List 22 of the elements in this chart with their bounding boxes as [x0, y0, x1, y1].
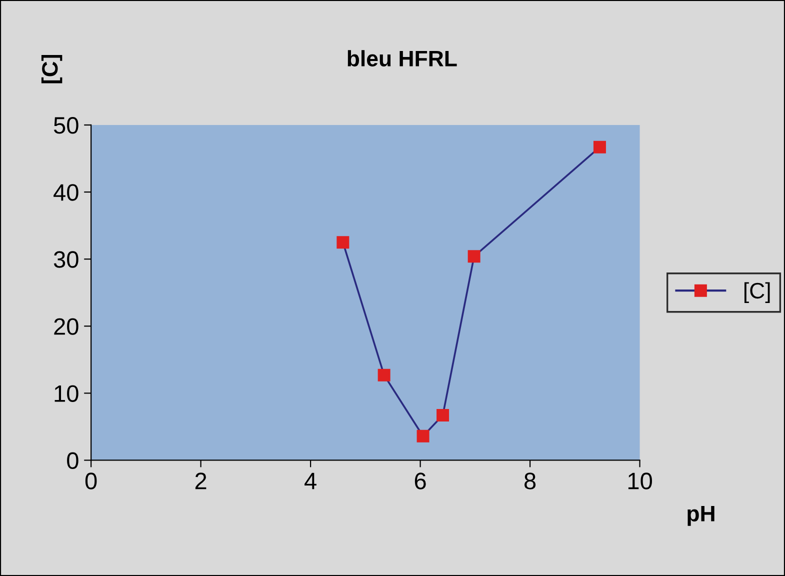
point: [336, 236, 350, 249]
x-tick-label: 4: [304, 472, 316, 490]
x-axis-title: pH: [688, 506, 714, 526]
y-axis-title: [C]: [41, 54, 62, 84]
x-tick-label: 0: [85, 472, 97, 490]
y-tick-label: 10: [54, 385, 78, 402]
chart-title: bleu HFRL: [348, 50, 457, 66]
point: [378, 368, 390, 382]
y-tick-label: 30: [54, 251, 78, 268]
legend-label: [C]: [744, 282, 770, 303]
y-tick-label: 0: [67, 452, 78, 470]
x-tick-label: 10: [628, 472, 652, 490]
point: [436, 409, 450, 422]
point: [593, 140, 606, 154]
x-tick-label: 8: [524, 472, 536, 490]
y-tick-label: 40: [54, 184, 78, 201]
y-tick-label: 20: [54, 318, 78, 335]
point: [416, 430, 430, 442]
x-tick-label: 2: [195, 472, 206, 490]
y-tick-label: 50: [54, 117, 78, 134]
x-tick-label: 6: [414, 472, 426, 490]
point: [468, 250, 480, 263]
